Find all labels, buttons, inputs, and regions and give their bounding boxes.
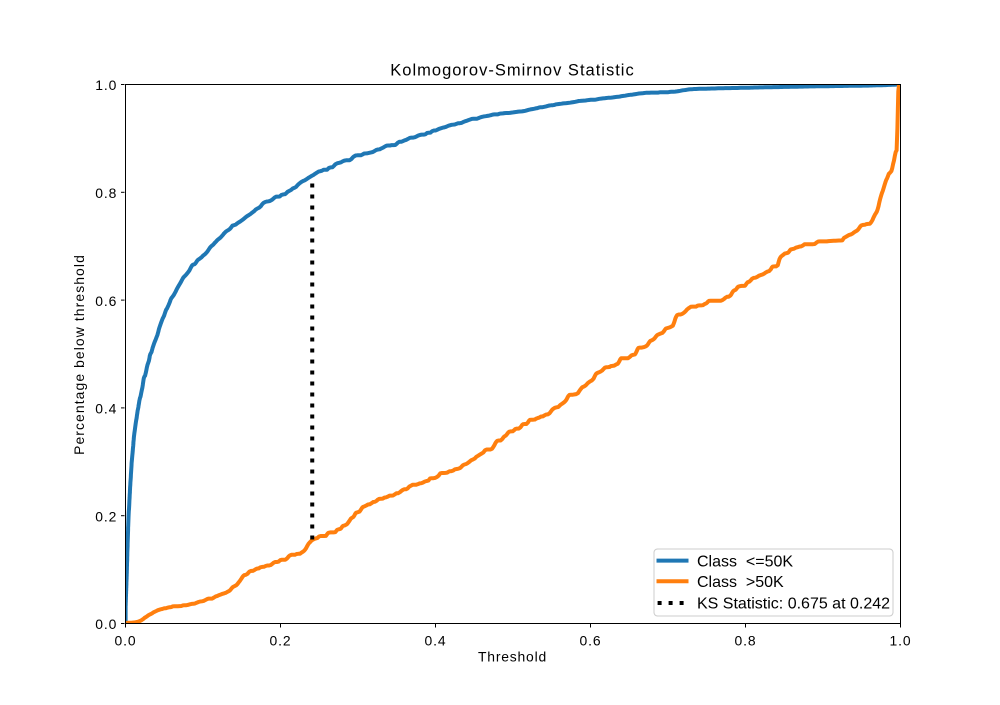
svg-text:Class >50K: Class >50K (697, 574, 784, 591)
svg-text:Threshold: Threshold (478, 648, 547, 664)
svg-text:0.2: 0.2 (269, 632, 291, 648)
svg-text:0.0: 0.0 (95, 616, 117, 632)
svg-text:Percentage below threshold: Percentage below threshold (71, 254, 87, 455)
svg-text:0.6: 0.6 (579, 632, 601, 648)
svg-text:KS Statistic: 0.675 at 0.242: KS Statistic: 0.675 at 0.242 (697, 595, 890, 612)
svg-text:1.0: 1.0 (95, 77, 117, 93)
svg-text:0.4: 0.4 (424, 632, 446, 648)
svg-text:0.8: 0.8 (734, 632, 756, 648)
svg-text:0.6: 0.6 (95, 293, 117, 309)
svg-text:0.4: 0.4 (95, 401, 117, 417)
svg-text:0.2: 0.2 (95, 508, 117, 524)
svg-text:1.0: 1.0 (889, 632, 911, 648)
svg-text:0.8: 0.8 (95, 185, 117, 201)
svg-text:0.0: 0.0 (114, 632, 136, 648)
svg-text:Kolmogorov-Smirnov Statistic: Kolmogorov-Smirnov Statistic (390, 62, 634, 80)
svg-text:Class <=50K: Class <=50K (697, 553, 793, 570)
